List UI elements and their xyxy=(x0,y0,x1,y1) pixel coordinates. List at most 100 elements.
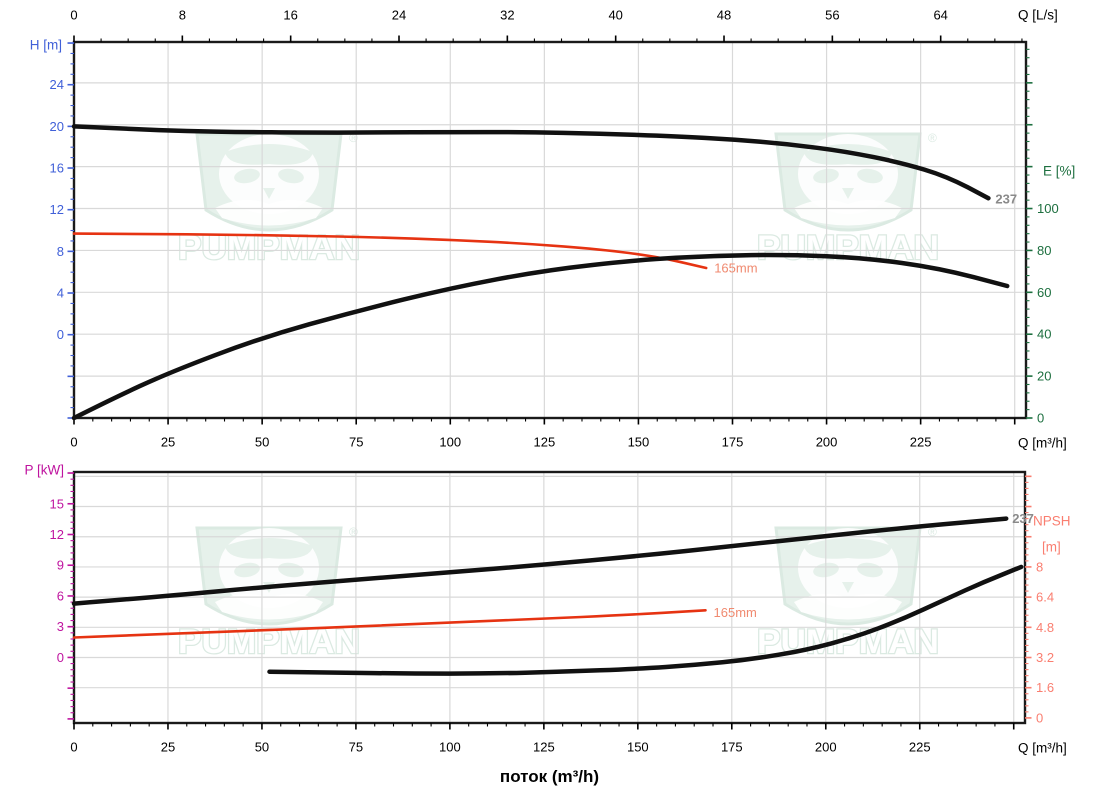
axis-P-tick-label: 3 xyxy=(57,619,64,634)
pumpman-watermark-logo: PUMPMAN® xyxy=(177,525,362,662)
axis-Q-m3h-tick-label: 100 xyxy=(439,435,461,450)
watermark-registered-mark: ® xyxy=(349,131,358,145)
head-curve-165mm xyxy=(72,232,708,270)
axis-Q-m3h-2-tick-label: 0 xyxy=(70,740,77,755)
watermark-nose xyxy=(263,188,275,199)
axis-NPSH: 0 1.6 3.2 4.8 6.4 8 NPSH [m] xyxy=(1025,475,1071,725)
axis-Q-ls-tick-label: 8 xyxy=(179,8,186,23)
vertical-gridlines xyxy=(167,42,1016,418)
x-axis-title: поток (m³/h) xyxy=(499,767,600,786)
axis-Q-ls: 0 8 16 24 32 40 48 56 64 Q [L/s] xyxy=(70,8,1058,42)
axis-Q-m3h: 0 25 50 75 100 125 150 175 200 225 Q [m³/h] xyxy=(70,418,1067,451)
axis-NPSH-tick-label: 1.6 xyxy=(1036,680,1054,695)
axis-E-tick-label: 80 xyxy=(1037,243,1051,258)
axis-Q-m3h-2-tick-label: 75 xyxy=(349,740,363,755)
power-npsh-panel: 0 3 6 9 12 15 P [kW] 0 1.6 3.2 4.8 6.4 8 NPSH [m] 0 25 50… xyxy=(24,463,1070,756)
axis-H: 0 4 8 12 16 20 24 H [m] xyxy=(30,38,74,419)
axis-H-tick-label: 8 xyxy=(57,244,64,259)
axis-Q-m3h-2-tick-label: 175 xyxy=(721,740,743,755)
axis-Q-m3h-2-tick-label: 150 xyxy=(627,740,649,755)
axis-Q-ls-tick-label: 0 xyxy=(70,8,77,23)
axis-H-tick-label: 12 xyxy=(50,202,64,217)
axis-P-tick-label: 12 xyxy=(50,527,64,542)
axis-Q-m3h-2-tick-label: 100 xyxy=(439,740,461,755)
axis-NPSH-title: NPSH xyxy=(1033,514,1071,529)
axis-Q-m3h-title: Q [m³/h] xyxy=(1018,436,1067,451)
axis-E-tick-label: 40 xyxy=(1037,327,1051,342)
axis-P: 0 3 6 9 12 15 P [kW] xyxy=(24,463,74,720)
horizontal-gridlines xyxy=(74,475,1025,689)
pumpman-watermark-logo: PUMPMAN® xyxy=(177,131,362,268)
axis-P-tick-label: 0 xyxy=(57,650,64,665)
axis-Q-m3h-tick-label: 150 xyxy=(628,435,650,450)
watermark-nose xyxy=(842,188,854,199)
power-curve-165mm-label: 165mm xyxy=(714,605,757,620)
power-curve-165mm xyxy=(72,609,707,639)
axis-Q-m3h-2-tick-label: 50 xyxy=(255,740,269,755)
watermark-registered-mark: ® xyxy=(928,525,937,539)
axis-Q-m3h-tick-label: 125 xyxy=(534,435,556,450)
axis-Q-m3h-tick-label: 75 xyxy=(349,435,363,450)
axis-NPSH-tick-label: 4.8 xyxy=(1036,620,1054,635)
axis-Q-ls-tick-label: 24 xyxy=(392,8,406,23)
axis-H-tick-label: 24 xyxy=(50,77,64,92)
watermark-left-eye xyxy=(234,168,260,184)
axis-Q-m3h-2-tick-label: 125 xyxy=(533,740,555,755)
head-curve-237-label: 237 xyxy=(995,192,1017,207)
watermark-mask xyxy=(225,144,313,165)
watermark-registered-mark: ® xyxy=(349,525,358,539)
head-curve-165mm-label: 165mm xyxy=(714,261,757,276)
head-curve-237 xyxy=(71,124,991,201)
axis-Q-m3h-2-tick-label: 25 xyxy=(161,740,175,755)
axis-Q-m3h-2-tick-label: 200 xyxy=(815,740,837,755)
axis-E-tick-label: 60 xyxy=(1037,285,1051,300)
axis-Q-m3h-2-title: Q [m³/h] xyxy=(1018,741,1067,756)
npsh-curve-237 xyxy=(267,564,1024,676)
axis-E-tick-label: 100 xyxy=(1037,201,1059,216)
axis-NPSH-title-unit: [m] xyxy=(1042,540,1061,555)
axis-Q-ls-tick-label: 64 xyxy=(933,8,947,23)
watermark-mask xyxy=(225,538,313,559)
watermark-nose xyxy=(842,582,854,593)
axis-E: 0 20 40 60 80 100 E [%] xyxy=(1026,48,1075,426)
watermark-right-eye xyxy=(857,168,883,184)
axis-NPSH-tick-label: 0 xyxy=(1036,710,1043,725)
axis-Q-m3h-2-tick-label: 225 xyxy=(909,740,931,755)
axis-Q-ls-title: Q [L/s] xyxy=(1018,8,1058,23)
watermark-brand-text: PUMPMAN xyxy=(757,623,939,661)
axis-NPSH-tick-label: 3.2 xyxy=(1036,650,1054,665)
axis-H-tick-label: 20 xyxy=(50,119,64,134)
power-curve-237 xyxy=(71,516,1009,606)
watermark-smile xyxy=(215,199,323,226)
axis-Q-ls-tick-label: 32 xyxy=(500,8,514,23)
axis-P-tick-label: 15 xyxy=(50,496,64,511)
axis-Q-m3h-tick-label: 200 xyxy=(816,435,838,450)
watermark-brand-text: PUMPMAN xyxy=(757,229,939,267)
axis-Q-m3h-tick-label: 50 xyxy=(255,435,269,450)
power-curve-237-label: 237 xyxy=(1012,511,1034,526)
axis-Q-ls-tick-label: 40 xyxy=(608,8,622,23)
axis-Q-ls-tick-label: 48 xyxy=(717,8,731,23)
axis-NPSH-tick-label: 6.4 xyxy=(1036,590,1054,605)
axis-P-tick-label: 6 xyxy=(57,588,64,603)
axis-E-title: E [%] xyxy=(1043,164,1075,179)
horizontal-gridlines xyxy=(74,82,1026,377)
axis-H-title: H [m] xyxy=(30,38,62,53)
axis-E-tick-label: 0 xyxy=(1037,411,1044,426)
watermark-smile xyxy=(215,593,323,620)
axis-P-tick-label: 9 xyxy=(57,558,64,573)
axis-Q-m3h-tick-label: 175 xyxy=(722,435,744,450)
axis-H-tick-label: 4 xyxy=(57,286,64,301)
axis-Q-ls-tick-label: 16 xyxy=(283,8,297,23)
watermark-smile xyxy=(794,199,902,226)
axis-NPSH-tick-label: 8 xyxy=(1036,559,1043,574)
watermark-right-eye xyxy=(278,168,304,184)
axis-H-tick-label: 16 xyxy=(50,161,64,176)
axis-P-title: P [kW] xyxy=(24,463,64,478)
watermark-registered-mark: ® xyxy=(928,131,937,145)
axis-Q-ls-tick-label: 56 xyxy=(825,8,839,23)
axis-E-tick-label: 20 xyxy=(1037,369,1051,384)
